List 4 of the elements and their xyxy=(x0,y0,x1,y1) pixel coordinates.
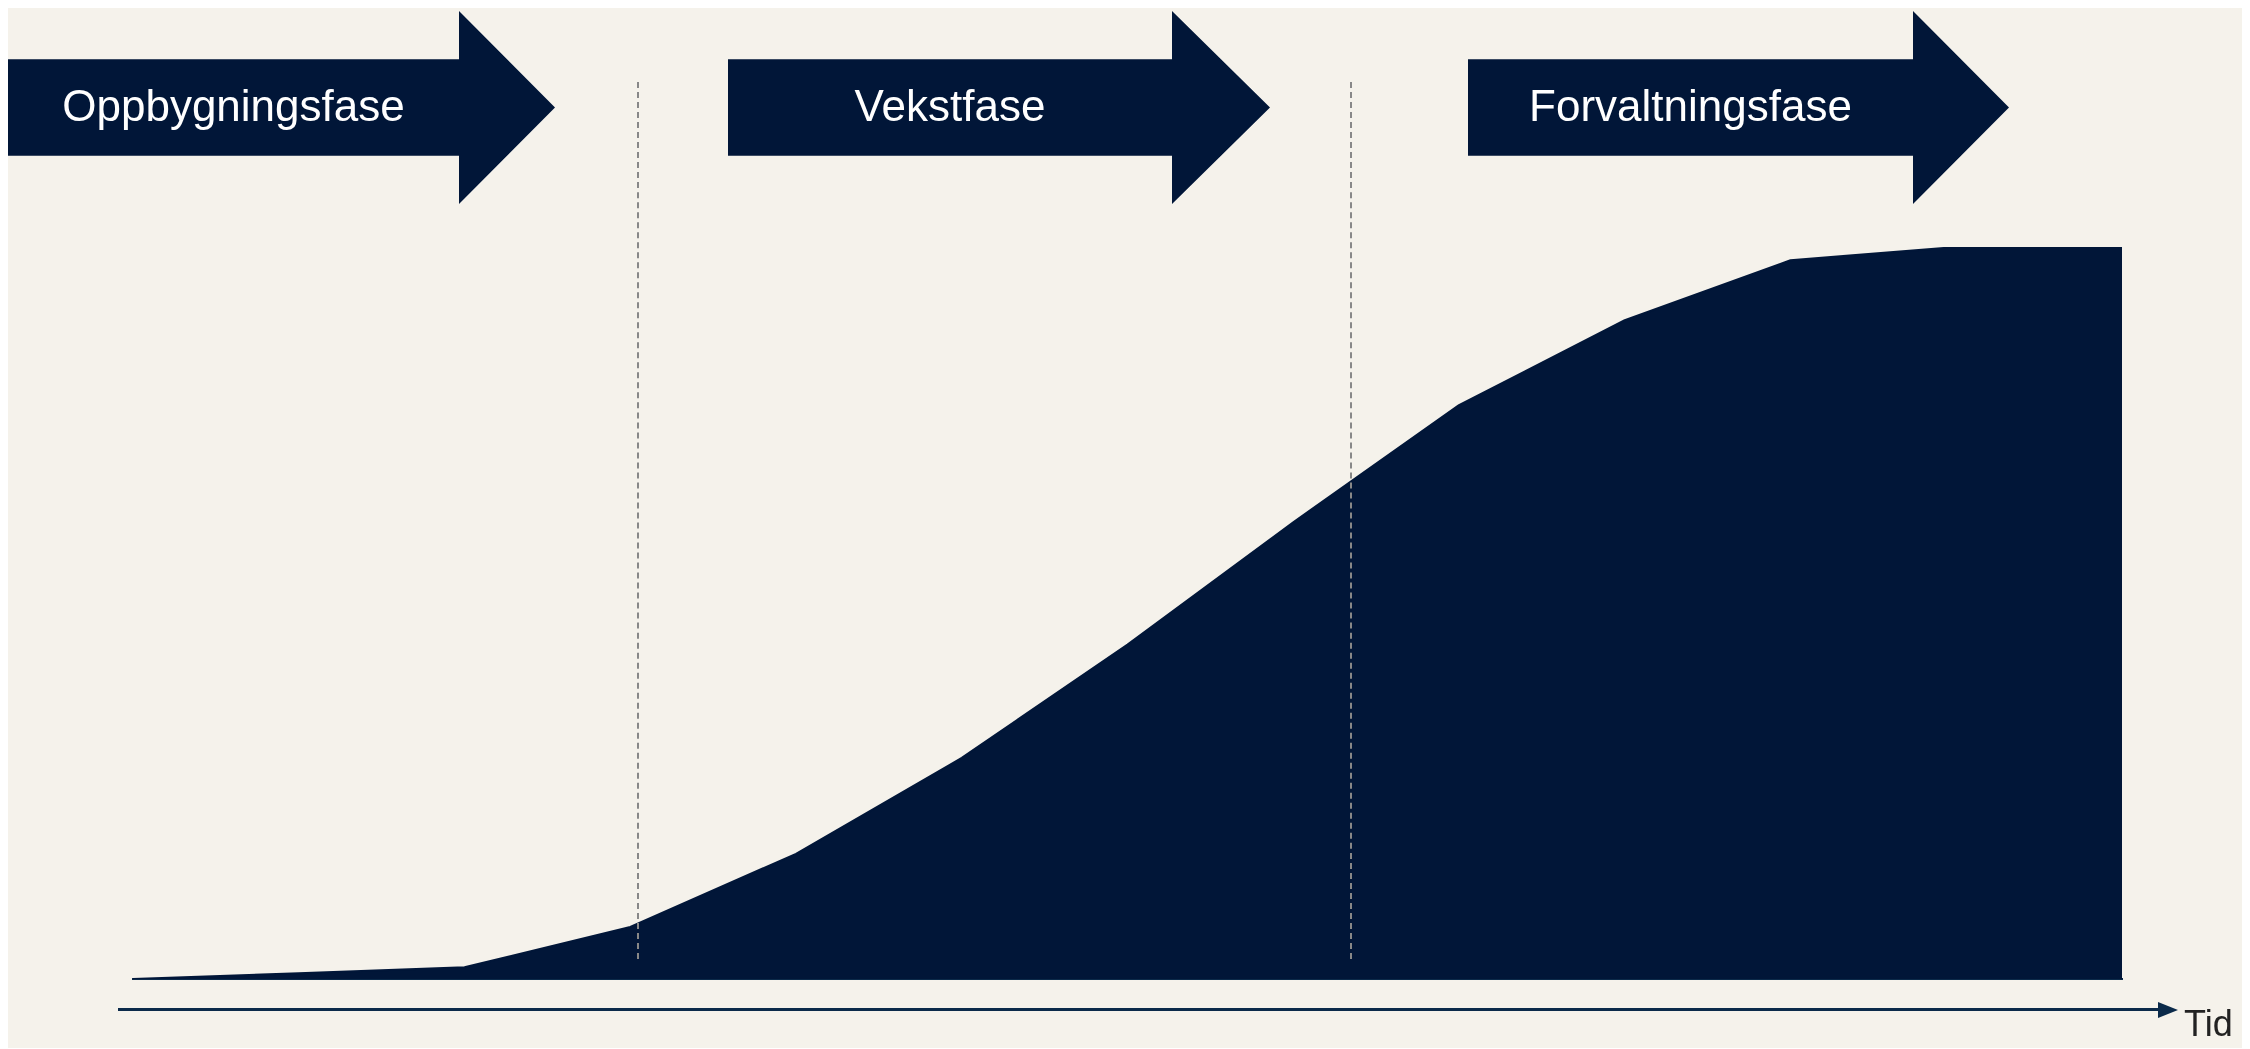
text: Forvaltningsfase xyxy=(1528,80,1853,132)
text: Oppbygningsfase xyxy=(61,80,406,132)
x-axis-title: Tid xyxy=(2184,1003,2233,1044)
text: Vekstfase xyxy=(853,80,1047,132)
